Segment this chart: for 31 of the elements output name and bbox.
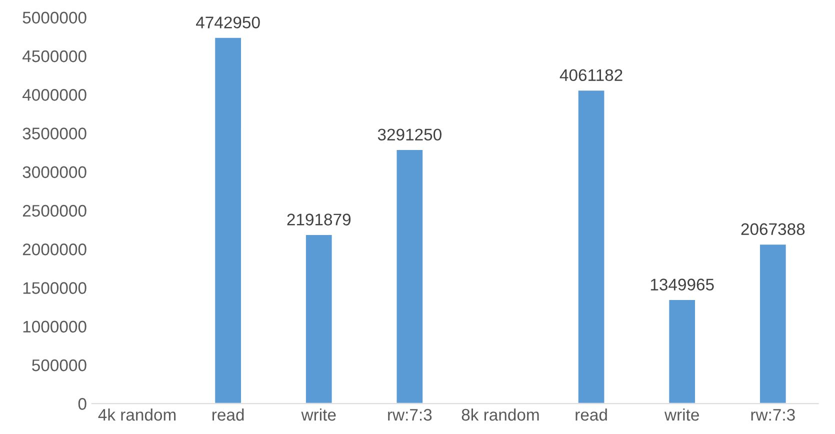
y-tick-label: 0	[78, 398, 86, 410]
y-tick-label: 2000000	[22, 244, 86, 256]
y-tick-label: 2500000	[22, 204, 86, 217]
data-label: 2067388	[741, 223, 805, 236]
data-label: 1349965	[650, 278, 714, 290]
bar	[668, 298, 696, 404]
y-tick-label: 500000	[32, 359, 86, 372]
x-tick-label: write	[301, 408, 336, 421]
data-label: 2191879	[287, 214, 351, 226]
bar	[576, 89, 606, 404]
bar	[214, 36, 242, 404]
x-tick-label: read	[576, 408, 607, 421]
x-tick-label: 4k random	[98, 408, 176, 421]
y-tick-label: 3500000	[22, 128, 86, 140]
data-label: 4742950	[196, 16, 260, 28]
x-tick-label: rw:7:3	[751, 408, 795, 421]
data-label: 3291250	[378, 128, 442, 141]
y-tick-label: 3000000	[22, 166, 86, 178]
x-tick-label: read	[212, 408, 244, 421]
x-tick-label: write	[664, 408, 699, 421]
bar	[758, 243, 788, 404]
bar	[395, 148, 424, 404]
y-tick-label: 4000000	[22, 89, 86, 101]
y-tick-label: 5000000	[22, 12, 86, 24]
y-tick-label: 4500000	[22, 50, 86, 62]
x-tick-label: rw:7:3	[388, 408, 432, 421]
y-tick-label: 1500000	[23, 282, 86, 294]
bar	[304, 234, 334, 404]
data-label: 4061182	[560, 69, 622, 82]
x-tick-label: 8k random	[462, 408, 539, 421]
y-tick-label: 1000000	[23, 320, 86, 333]
